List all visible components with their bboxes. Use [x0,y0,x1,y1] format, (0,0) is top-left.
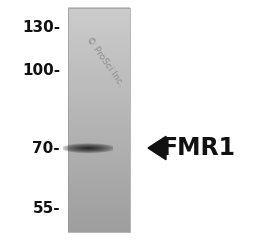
Text: FMR1: FMR1 [162,136,236,160]
Text: © ProSci Inc.: © ProSci Inc. [84,35,125,89]
Text: 70-: 70- [32,140,60,156]
Text: 55-: 55- [32,200,60,216]
Bar [68,8,130,232]
Text: 100-: 100- [22,62,60,78]
Polygon shape [148,136,166,160]
Text: 130-: 130- [22,20,60,35]
